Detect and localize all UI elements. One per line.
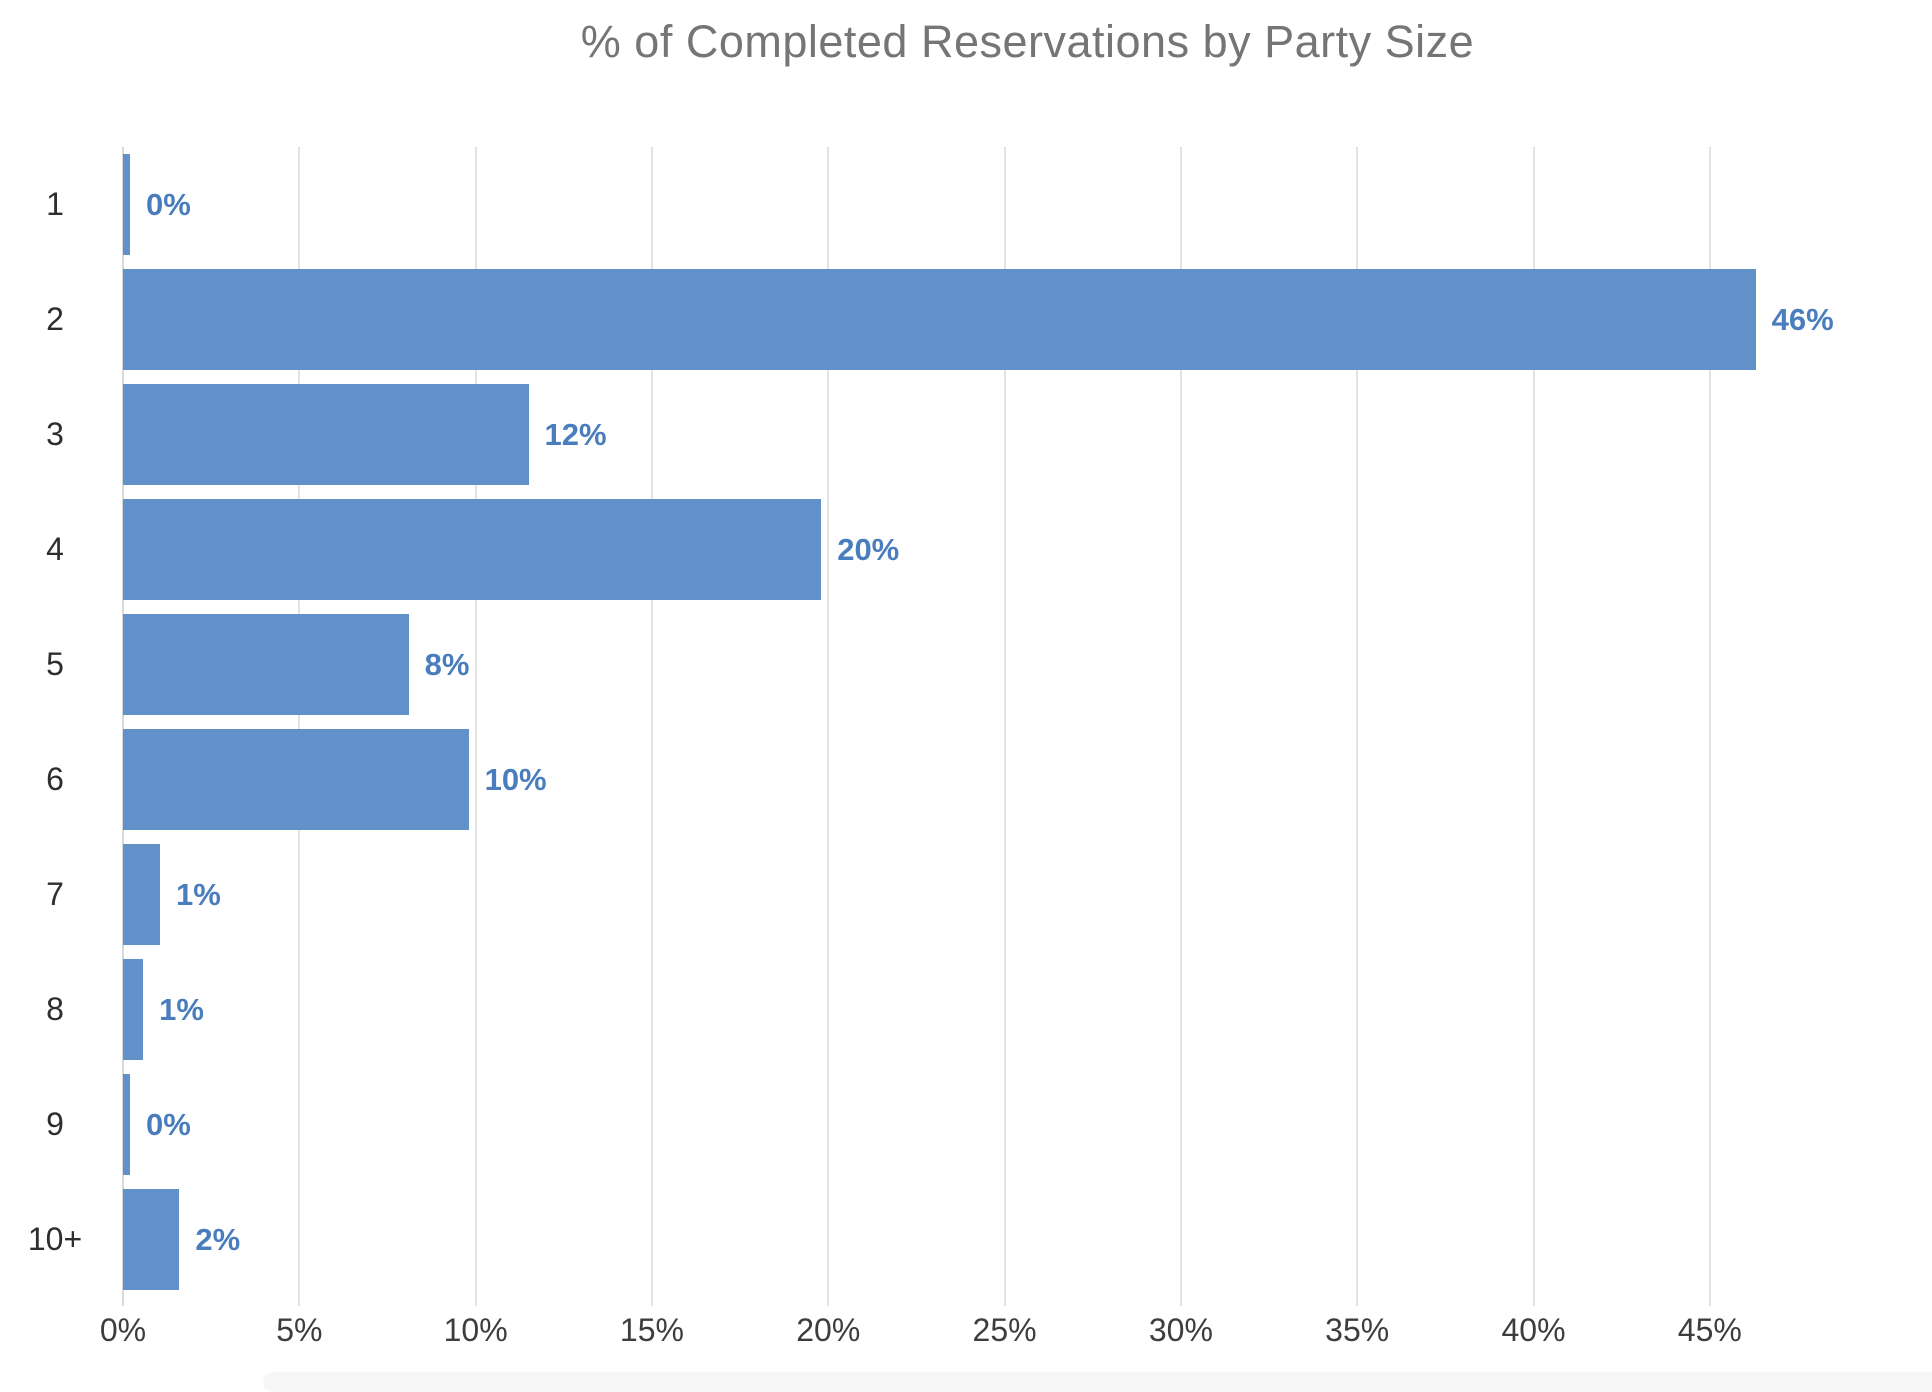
bar-value-label-4: 20% <box>837 531 900 567</box>
x-axis-label-5%: 5% <box>276 1312 323 1348</box>
gridline-35% <box>1356 147 1359 1306</box>
y-axis-label-1: 1 <box>46 186 64 222</box>
gridline-10% <box>474 147 477 1306</box>
x-axis-label-25%: 25% <box>972 1312 1037 1348</box>
bar-value-label-1: 0% <box>146 186 191 222</box>
bar-row-2: 46% <box>123 262 1932 377</box>
bar-party-size-1[interactable] <box>123 154 131 255</box>
bar-value-label-10+: 2% <box>195 1221 241 1257</box>
bar-row-3: 12% <box>123 377 1932 492</box>
bar-party-size-9[interactable] <box>123 1074 131 1175</box>
y-axis-label-4: 4 <box>46 531 64 567</box>
bar-value-label-3: 12% <box>544 416 607 452</box>
gridline-0% <box>122 147 124 1306</box>
bar-party-size-3[interactable] <box>123 384 529 485</box>
y-axis-label-3: 3 <box>46 416 64 452</box>
gridline-40% <box>1532 147 1535 1306</box>
bar-row-4: 20% <box>123 492 1932 607</box>
bar-row-9: 0% <box>123 1067 1932 1182</box>
bar-row-7: 1% <box>123 837 1932 952</box>
y-axis-label-9: 9 <box>46 1106 64 1142</box>
gridline-20% <box>827 147 830 1306</box>
x-axis-label-15%: 15% <box>619 1312 684 1348</box>
y-axis-label-2: 2 <box>46 301 64 337</box>
x-axis: 0% 5% 10% 15% 20% 25% 30% 35% 40% 45% <box>100 1312 1932 1362</box>
bar-row-5: 8% <box>123 607 1932 722</box>
y-axis-label-5: 5 <box>46 646 64 682</box>
gridline-15% <box>650 147 653 1306</box>
x-axis-label-45%: 45% <box>1677 1312 1742 1348</box>
bar-row-10+: 2% <box>123 1182 1932 1297</box>
bar-party-size-5[interactable] <box>123 614 409 715</box>
x-axis-label-10%: 10% <box>443 1312 508 1348</box>
bar-row-8: 1% <box>123 952 1932 1067</box>
y-axis-label-10+: 10+ <box>27 1221 83 1257</box>
bar-value-label-6: 10% <box>484 761 547 797</box>
y-axis-label-7: 7 <box>46 876 64 912</box>
bar-party-size-4[interactable] <box>123 499 822 600</box>
bar-party-size-7[interactable] <box>123 844 161 945</box>
bar-value-label-8: 1% <box>159 991 204 1027</box>
y-axis-label-8: 8 <box>46 991 64 1027</box>
x-axis-label-40%: 40% <box>1501 1312 1566 1348</box>
plot-area: 0% 46% 12% 20% 8% 10% 1% 1% 0% 2% <box>122 147 1932 1306</box>
bar-row-6: 10% <box>123 722 1932 837</box>
bar-party-size-2[interactable] <box>123 269 1756 370</box>
x-axis-label-35%: 35% <box>1325 1312 1390 1348</box>
bar-row-1: 0% <box>123 147 1932 262</box>
x-axis-label-0%: 0% <box>99 1312 147 1348</box>
x-axis-label-20%: 20% <box>796 1312 861 1348</box>
chart-title: % of Completed Reservations by Party Siz… <box>580 16 1475 67</box>
bar-party-size-10+[interactable] <box>123 1189 180 1290</box>
gridline-45% <box>1708 147 1711 1306</box>
y-axis-label-6: 6 <box>46 761 64 797</box>
bar-value-label-2: 46% <box>1771 301 1834 337</box>
bar-value-label-7: 1% <box>176 876 221 912</box>
gridline-5% <box>298 147 301 1306</box>
bar-party-size-6[interactable] <box>123 729 469 830</box>
horizontal-scrollbar[interactable] <box>263 1372 1932 1392</box>
x-axis-label-30%: 30% <box>1148 1312 1213 1348</box>
bar-value-label-9: 0% <box>146 1106 191 1142</box>
bar-party-size-8[interactable] <box>123 959 144 1060</box>
bar-value-label-5: 8% <box>424 646 470 682</box>
gridline-30% <box>1179 147 1182 1306</box>
gridline-25% <box>1003 147 1006 1306</box>
y-axis: 1 2 3 4 5 6 7 8 9 10+ <box>0 147 110 1297</box>
